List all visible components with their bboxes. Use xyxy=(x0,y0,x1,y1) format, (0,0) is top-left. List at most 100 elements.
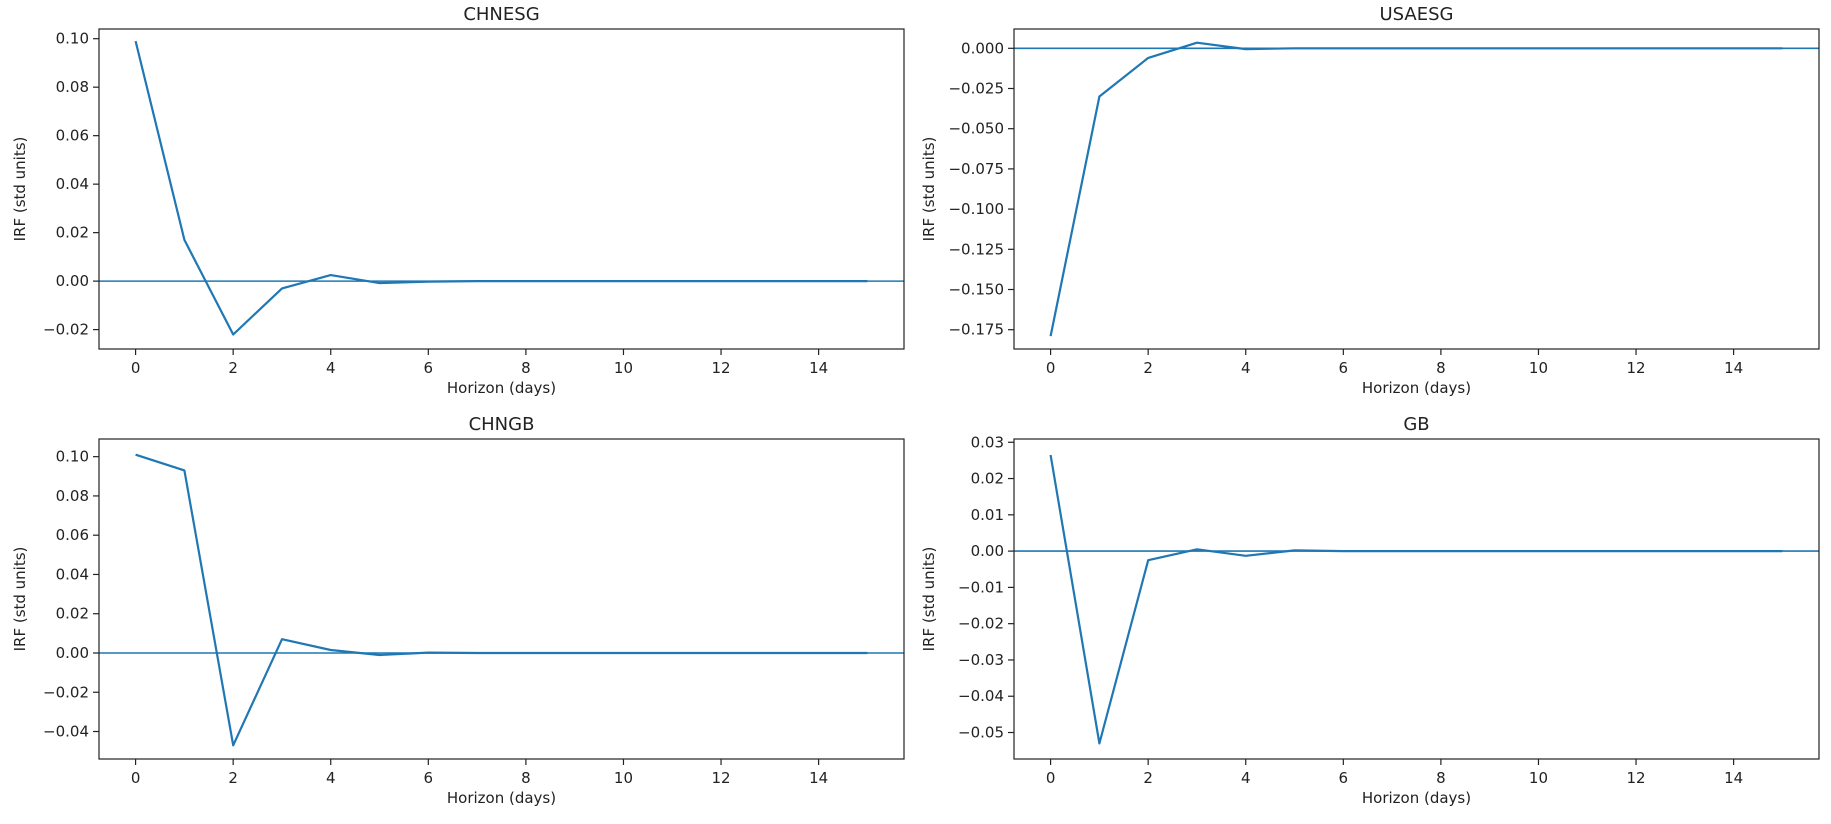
data-point xyxy=(1634,549,1638,553)
data-point xyxy=(329,273,333,277)
y-tick-label: −0.150 xyxy=(948,281,1004,299)
data-point xyxy=(621,651,625,655)
x-tick-label: 14 xyxy=(1724,769,1743,787)
chart-panel-3: 0 2 4 6 8 10 12 14 −0.04 −0.02 0.00 0.02 0.04 0.06 0.0… xyxy=(11,414,905,807)
x-tick-label: 8 xyxy=(521,359,531,377)
y-tick-label: 0.10 xyxy=(56,30,89,48)
y-tick-label: −0.01 xyxy=(958,578,1004,596)
chart-title: USAESG xyxy=(1380,4,1454,25)
axes-frame xyxy=(98,438,905,760)
x-tick-label: 10 xyxy=(1529,769,1548,787)
data-point xyxy=(1341,549,1345,553)
x-tick-label: 10 xyxy=(614,769,633,787)
x-tick-label: 6 xyxy=(424,359,434,377)
y-tick-label: −0.02 xyxy=(43,683,89,701)
x-tick-label: 2 xyxy=(1143,359,1153,377)
y-tick-label: 0.03 xyxy=(971,433,1004,451)
axes-frame xyxy=(1013,438,1820,760)
x-tick-label: 10 xyxy=(1529,359,1548,377)
y-tick-label: 0.06 xyxy=(56,127,89,145)
x-tick-label: 12 xyxy=(1626,359,1645,377)
data-point xyxy=(1585,549,1589,553)
chart-panel-4: 0 2 4 6 8 10 12 14 −0.05 −0.04 −0.03 −0.02 −0.01 0.00… xyxy=(920,414,1820,807)
data-point xyxy=(670,651,674,655)
data-point xyxy=(865,651,869,655)
y-tick-label: 0.02 xyxy=(56,605,89,623)
y-tick-label: 0.10 xyxy=(56,448,89,466)
data-point xyxy=(1146,558,1150,562)
x-tick-label: 8 xyxy=(521,769,531,787)
data-point xyxy=(1536,549,1540,553)
x-tick-label: 6 xyxy=(424,769,434,787)
data-point xyxy=(1634,46,1638,50)
x-tick-label: 12 xyxy=(711,769,730,787)
data-point xyxy=(182,468,186,472)
irf-series-line xyxy=(134,40,868,336)
x-tick-label: 4 xyxy=(1241,359,1251,377)
data-point xyxy=(1488,549,1492,553)
irf-series-line xyxy=(1049,41,1783,337)
data-point xyxy=(1732,549,1736,553)
x-tick-label: 10 xyxy=(614,359,633,377)
chart-panel-2: 0 2 4 6 8 10 12 14 −0.175 −0.150 −0.125 −0.100 −0.07… xyxy=(920,4,1820,397)
data-point xyxy=(134,453,138,457)
data-point xyxy=(182,238,186,242)
x-tick-label: 4 xyxy=(1241,769,1251,787)
data-point xyxy=(1097,741,1101,745)
y-tick-label: −0.02 xyxy=(958,615,1004,633)
data-point xyxy=(475,279,479,283)
y-tick-label: 0.00 xyxy=(56,644,89,662)
y-axis-label: IRF (std units) xyxy=(11,137,29,242)
data-point xyxy=(1780,46,1784,50)
x-tick-label: 12 xyxy=(1626,769,1645,787)
y-tick-label: −0.05 xyxy=(958,724,1004,742)
y-tick-label: 0.01 xyxy=(971,506,1004,524)
data-point xyxy=(719,279,723,283)
data-point xyxy=(1732,46,1736,50)
x-tick-label: 4 xyxy=(326,769,336,787)
data-point xyxy=(670,279,674,283)
data-point xyxy=(134,39,138,43)
y-tick-label: 0.02 xyxy=(56,224,89,242)
data-point xyxy=(378,653,382,657)
data-point xyxy=(1195,547,1199,551)
y-axis-label: IRF (std units) xyxy=(920,137,938,242)
data-point xyxy=(475,651,479,655)
x-tick-label: 6 xyxy=(1339,769,1349,787)
irf-series-line xyxy=(1049,454,1783,745)
data-point xyxy=(1244,47,1248,51)
x-axis-label: Horizon (days) xyxy=(447,789,556,807)
y-tick-label: −0.02 xyxy=(43,321,89,339)
y-tick-label: 0.000 xyxy=(961,39,1004,57)
data-point xyxy=(1536,46,1540,50)
data-point xyxy=(1439,46,1443,50)
data-point xyxy=(426,651,430,655)
chart-title: CHNESG xyxy=(463,4,539,25)
data-point xyxy=(1195,41,1199,45)
chart-title: CHNGB xyxy=(469,414,535,435)
y-tick-label: −0.100 xyxy=(948,200,1004,218)
data-point xyxy=(231,743,235,747)
x-tick-label: 4 xyxy=(326,359,336,377)
data-point xyxy=(280,637,284,641)
x-tick-label: 8 xyxy=(1436,769,1446,787)
x-tick-label: 12 xyxy=(711,359,730,377)
axes-frame xyxy=(98,28,905,350)
x-tick-label: 0 xyxy=(1046,359,1056,377)
y-tick-label: −0.175 xyxy=(948,321,1004,339)
x-tick-label: 0 xyxy=(131,769,141,787)
x-tick-label: 0 xyxy=(1046,769,1056,787)
data-point xyxy=(524,279,528,283)
data-point xyxy=(1244,554,1248,558)
data-point xyxy=(768,651,772,655)
y-tick-label: −0.025 xyxy=(948,79,1004,97)
data-point xyxy=(865,279,869,283)
y-axis-label: IRF (std units) xyxy=(920,547,938,652)
data-point xyxy=(1390,549,1394,553)
data-point xyxy=(426,280,430,284)
data-point xyxy=(1439,549,1443,553)
x-tick-label: 14 xyxy=(1724,359,1743,377)
data-point xyxy=(329,648,333,652)
x-tick-label: 0 xyxy=(131,359,141,377)
x-tick-label: 6 xyxy=(1339,359,1349,377)
